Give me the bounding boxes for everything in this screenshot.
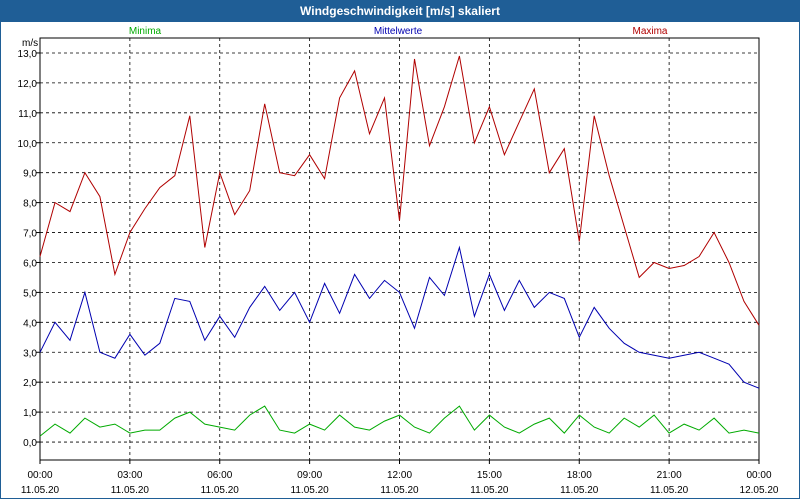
chart-title: Windgeschwindigkeit [m/s] skaliert — [0, 0, 800, 22]
y-tick-label: 12,0 — [18, 79, 38, 90]
legend-entry-mittelwerte: Mittelwerte — [374, 26, 423, 37]
x-tick-time-label: 12:00 — [387, 470, 412, 481]
x-tick-time-label: 03:00 — [117, 470, 142, 481]
x-tick-date-label: 11.05.20 — [470, 485, 509, 496]
y-tick-label: 4,0 — [23, 318, 37, 329]
x-tick-date-label: 11.05.20 — [111, 485, 150, 496]
y-tick-label: 7,0 — [23, 229, 37, 240]
x-tick-date-label: 11.05.20 — [201, 485, 240, 496]
x-tick-time-label: 15:00 — [477, 470, 502, 481]
x-tick-time-label: 18:00 — [567, 470, 592, 481]
x-tick-date-label: 11.05.20 — [650, 485, 689, 496]
x-tick-labels: 00:00 11.05.20 03:00 11.05.20 06:00 11.05.20 0… — [21, 470, 779, 496]
axes — [36, 37, 760, 464]
grid-lines — [39, 38, 760, 460]
x-tick-date-label: 12.05.20 — [740, 485, 779, 496]
y-tick-label: 10,0 — [18, 139, 38, 150]
y-tick-label: 8,0 — [23, 199, 37, 210]
x-tick-date-label: 11.05.20 — [560, 485, 599, 496]
legend: Minima Mittelwerte Maxima — [129, 26, 668, 37]
x-tick-time-label: 09:00 — [297, 470, 322, 481]
y-tick-label: 1,0 — [23, 408, 37, 419]
y-tick-label: 2,0 — [23, 378, 37, 389]
y-axis-unit-label: m/s — [22, 38, 38, 49]
y-tick-label: 9,0 — [23, 169, 37, 180]
y-tick-label: 0,0 — [23, 438, 37, 449]
series-line-mittelwerte — [39, 245, 760, 389]
y-tick-label: 6,0 — [23, 258, 37, 269]
y-tick-label: 11,0 — [18, 109, 37, 120]
x-tick-date-label: 11.05.20 — [21, 485, 60, 496]
series-lines — [39, 55, 760, 437]
x-tick-time-label: 21:00 — [657, 470, 682, 481]
x-tick-date-label: 11.05.20 — [380, 485, 419, 496]
x-tick-time-label: 00:00 — [746, 470, 771, 481]
plot-border — [39, 37, 760, 461]
legend-entry-minima: Minima — [129, 26, 162, 37]
y-tick-labels: 0,0 1,0 2,0 3,0 4,0 5,0 6,0 7,0 8,0 9,0 10,0 11,0 12… — [18, 49, 38, 449]
x-tick-date-label: 11.05.20 — [291, 485, 330, 496]
series-line-maxima — [39, 55, 760, 326]
x-tick-time-label: 00:00 — [27, 470, 52, 481]
legend-entry-maxima: Maxima — [632, 26, 667, 37]
y-tick-label: 3,0 — [23, 348, 37, 359]
y-tick-label: 5,0 — [23, 288, 37, 299]
series-line-minima — [39, 405, 760, 437]
y-tick-label: 13,0 — [18, 49, 38, 60]
x-tick-time-label: 06:00 — [207, 470, 232, 481]
